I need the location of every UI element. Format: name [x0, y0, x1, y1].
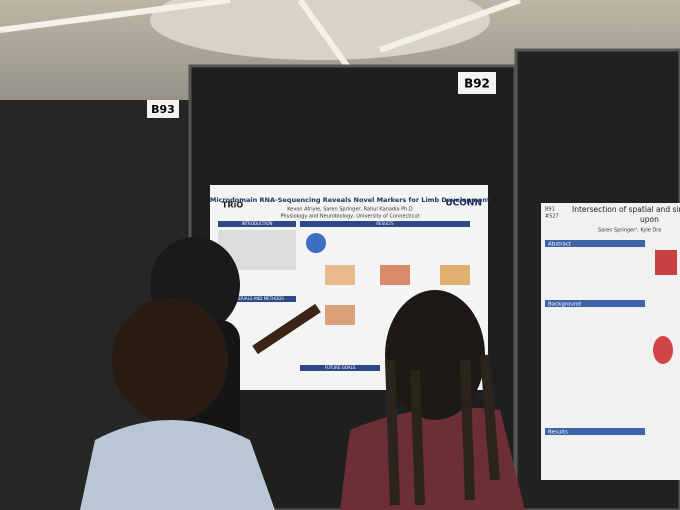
figure — [325, 265, 355, 285]
section-header — [300, 365, 380, 371]
poster-authors: Saren Springer¹, Kyle Dra — [598, 228, 661, 234]
person-head — [385, 290, 485, 420]
sign-label: B92 — [464, 77, 490, 91]
section-title: INTRODUCTION — [241, 221, 272, 226]
sign — [458, 72, 496, 94]
poster-number: #527 — [545, 214, 559, 220]
figure — [653, 336, 673, 364]
person-hair — [385, 354, 500, 506]
figure — [325, 305, 355, 325]
person-jacket — [80, 420, 275, 510]
person-sweater — [340, 407, 525, 510]
poster-title: upon — [640, 215, 659, 224]
sign-label: B93 — [151, 103, 175, 116]
section-header — [300, 221, 470, 227]
sign — [147, 100, 179, 118]
section-header — [545, 240, 645, 247]
poster-board: B91 — [545, 207, 555, 213]
figure — [655, 250, 677, 275]
section-title: Background — [548, 302, 581, 308]
section-title: FUTURE GOALS — [325, 365, 356, 370]
poster-authors: Kevon Afriyie, Saren Springer, Rahul Kan… — [287, 207, 413, 213]
person-arm — [252, 303, 321, 355]
section-title: Results — [548, 430, 568, 436]
section-header — [545, 300, 645, 307]
poster-affiliation: Physiology and Neurobiology, University … — [281, 214, 420, 220]
person-head — [112, 298, 228, 422]
poster-title: Microdomain RNA-Sequencing Reveals Novel… — [210, 196, 490, 204]
section-title: RESULTS — [376, 221, 394, 226]
figure — [306, 233, 326, 253]
section-title: MATERIALS AND METHODS — [230, 296, 284, 301]
figure — [380, 265, 410, 285]
section-title: Abstract — [548, 242, 572, 248]
ceiling-lights — [0, 0, 522, 72]
poster-title: Intersection of spatial and single — [572, 205, 680, 214]
figure — [440, 265, 470, 285]
poster-university: UCONN — [445, 199, 482, 209]
section-header — [218, 221, 296, 227]
poster-logo: TRiO — [222, 201, 243, 210]
section-header — [218, 296, 296, 302]
section-header — [545, 428, 645, 435]
